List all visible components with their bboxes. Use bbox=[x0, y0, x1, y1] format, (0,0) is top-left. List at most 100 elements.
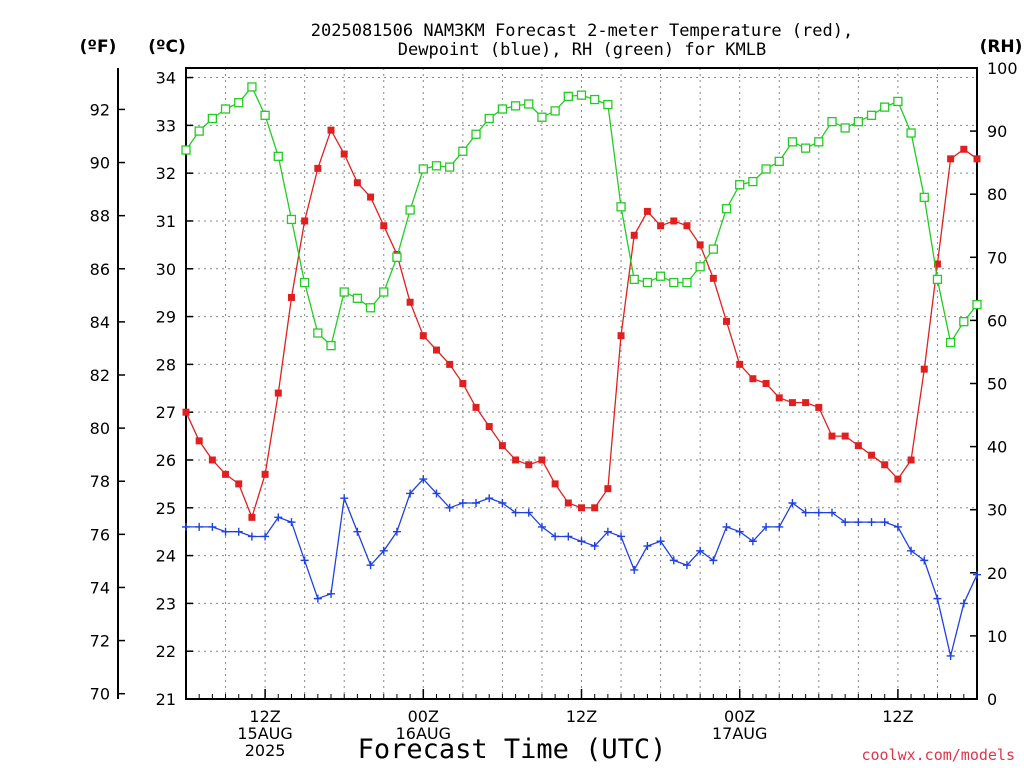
dewpoint-point bbox=[854, 518, 863, 527]
rh-point bbox=[194, 126, 204, 136]
rh-point bbox=[471, 129, 481, 139]
rh-tick-label: 70 bbox=[987, 248, 1007, 267]
rh-point bbox=[392, 252, 402, 262]
rh-point bbox=[959, 317, 969, 327]
c-tick-label: 25 bbox=[156, 499, 176, 518]
c-tick-label: 27 bbox=[156, 403, 176, 422]
temperature-point bbox=[459, 380, 467, 387]
rh-point bbox=[787, 137, 798, 147]
rh-point bbox=[800, 143, 811, 153]
temperature-point bbox=[933, 260, 941, 268]
rh-point bbox=[299, 277, 310, 288]
dewpoint-point bbox=[880, 518, 889, 527]
dewpoint-point bbox=[511, 508, 520, 517]
rh-point bbox=[893, 96, 903, 107]
dewpoint-point bbox=[775, 522, 784, 531]
rh-point bbox=[827, 116, 837, 127]
temperature-point bbox=[788, 399, 796, 407]
dewpoint-point bbox=[234, 527, 243, 536]
rh-point bbox=[352, 293, 363, 303]
dewpoint-point bbox=[221, 527, 230, 536]
c-tick-label: 29 bbox=[156, 308, 176, 327]
rh-point bbox=[181, 145, 191, 155]
dewpoint-point bbox=[340, 494, 349, 503]
dewpoint-point bbox=[432, 489, 441, 498]
dewpoint-point bbox=[920, 556, 929, 565]
dewpoint-point bbox=[656, 537, 665, 546]
f-tick-label: 84 bbox=[90, 313, 110, 332]
f-tick-label: 90 bbox=[90, 154, 110, 173]
right-axis-unit-rh: (RH) bbox=[980, 37, 1023, 57]
temperature-point bbox=[578, 504, 585, 512]
dewpoint-point bbox=[841, 518, 850, 527]
rh-point bbox=[682, 277, 692, 288]
rh-point bbox=[629, 274, 639, 285]
dewpoint-point bbox=[458, 499, 467, 508]
temperature-point bbox=[841, 432, 849, 440]
rh-point bbox=[537, 112, 547, 122]
x-tick-label: 12Z bbox=[249, 707, 280, 726]
temperature-point bbox=[551, 480, 559, 488]
c-tick-label: 23 bbox=[156, 594, 176, 613]
dewpoint-point bbox=[379, 546, 388, 555]
dewpoint-point bbox=[445, 503, 454, 512]
series-rh bbox=[181, 82, 982, 351]
dewpoint-point bbox=[827, 508, 836, 517]
rh-point bbox=[603, 99, 613, 110]
rh-point bbox=[497, 104, 508, 114]
temperature-point bbox=[762, 380, 770, 387]
rh-point bbox=[273, 151, 283, 161]
temperature-point bbox=[498, 442, 506, 450]
temperature-point bbox=[881, 461, 889, 469]
c-tick-label: 21 bbox=[156, 690, 176, 709]
rh-point bbox=[576, 90, 587, 100]
rh-point bbox=[932, 274, 943, 285]
rh-tick-label: 80 bbox=[987, 185, 1007, 204]
rh-point bbox=[550, 106, 560, 116]
grid-lines bbox=[185, 68, 978, 699]
dewpoint-point bbox=[959, 599, 968, 608]
temperature-point bbox=[274, 389, 282, 397]
temperature-point bbox=[512, 456, 520, 464]
rh-point bbox=[458, 146, 468, 156]
temperature-point bbox=[485, 423, 493, 431]
rh-point bbox=[669, 277, 679, 288]
rh-point bbox=[642, 277, 653, 288]
temperature-point bbox=[868, 451, 876, 459]
rh-point bbox=[207, 113, 218, 124]
temperature-point bbox=[367, 193, 375, 201]
temperature-point bbox=[340, 150, 348, 158]
dewpoint-point bbox=[300, 556, 309, 565]
x-tick-label: 00Z bbox=[408, 707, 439, 726]
axes: 70 72 74 76 78 80 82 84 86 88 90 92 21 22 23 24 25 26 27 28… bbox=[90, 59, 1018, 760]
dewpoint-point bbox=[537, 522, 546, 531]
f-tick-label: 88 bbox=[90, 207, 110, 226]
f-tick-label: 82 bbox=[90, 366, 110, 385]
dewpoint-point bbox=[261, 532, 270, 541]
temperature-point bbox=[670, 217, 678, 225]
rh-point bbox=[220, 104, 231, 114]
temperature-point bbox=[419, 332, 427, 340]
f-tick-label: 74 bbox=[90, 578, 110, 597]
temperature-point bbox=[446, 360, 454, 368]
temperature-point bbox=[815, 403, 823, 411]
rh-point bbox=[880, 102, 890, 112]
dewpoint-point bbox=[564, 532, 573, 541]
temperature-point bbox=[432, 346, 440, 354]
temperature-point bbox=[195, 437, 203, 445]
dewpoint-point bbox=[682, 561, 691, 570]
rh-point bbox=[510, 101, 521, 111]
dewpoint-point bbox=[748, 537, 757, 546]
rh-point bbox=[286, 214, 297, 225]
rh-tick-label: 10 bbox=[987, 627, 1007, 646]
rh-point bbox=[616, 202, 626, 212]
chart-subtitle: Dewpoint (blue), RH (green) for KMLB bbox=[398, 40, 766, 60]
rh-point bbox=[774, 156, 784, 167]
rh-point bbox=[260, 110, 270, 120]
dewpoint-point bbox=[287, 518, 296, 527]
dewpoint-point bbox=[617, 532, 626, 541]
rh-tick-label: 40 bbox=[987, 438, 1007, 457]
dewpoint-point bbox=[709, 556, 718, 565]
temperature-point bbox=[947, 155, 955, 163]
temperature-point bbox=[802, 399, 810, 407]
